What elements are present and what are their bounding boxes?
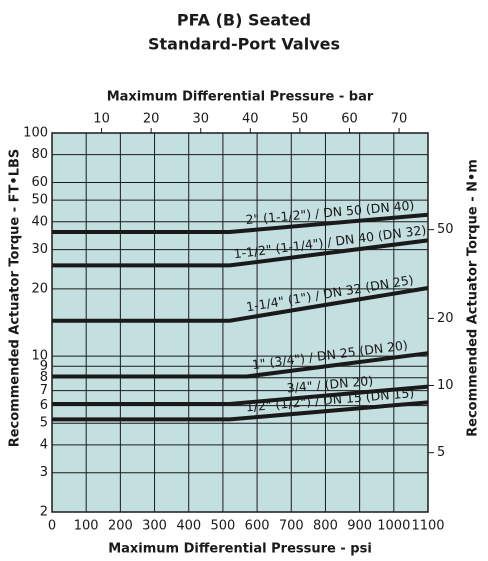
series-line [52, 384, 429, 406]
x-tick-label: 200 [108, 519, 133, 534]
x2-tick-label: 60 [341, 112, 358, 127]
y-axis-title: Recommended Actuator Torque - FT•LBS [8, 149, 23, 448]
x-tick-label: 1000 [377, 519, 410, 534]
x2-tick-label: 10 [93, 112, 110, 127]
y-tick-label: 7 [40, 383, 48, 398]
x-tick-label: 500 [210, 519, 235, 534]
y-tick-label: 40 [31, 214, 48, 229]
x2-tick-label: 30 [192, 112, 209, 127]
series-line [52, 351, 429, 379]
y-tick-label: 2 [40, 505, 48, 520]
y-tick-label: 9 [40, 359, 48, 374]
y-tick-label: 3 [40, 465, 48, 480]
x-tick-label: 100 [74, 519, 99, 534]
x-tick-label: 900 [347, 519, 372, 534]
x2-tick-label: 40 [242, 112, 259, 127]
x-tick-label: 1100 [411, 519, 444, 534]
y-tick-label: 6 [40, 398, 48, 413]
x-tick-label: 800 [313, 519, 338, 534]
series-line [52, 238, 429, 268]
x2-tick-label: 50 [292, 112, 309, 127]
y-tick-label: 50 [31, 193, 48, 208]
x2-tick-label: 70 [391, 112, 408, 127]
x-tick-label: 600 [245, 519, 270, 534]
x2-tick-label: 20 [143, 112, 160, 127]
x-tick-label: 700 [279, 519, 304, 534]
y2-axis-title: Recommended Actuator Torque - N•m [466, 159, 481, 437]
y-tick-label: 100 [23, 126, 48, 141]
y2-tick-label: 5 [437, 445, 445, 460]
series-line [52, 286, 429, 323]
chart-subtitle: Standard-Port Valves [148, 35, 340, 54]
y2-tick-label: 10 [437, 378, 454, 393]
y-tick-label: 8 [40, 370, 48, 385]
y2-tick-label: 20 [437, 311, 454, 326]
x2-axis-title: Maximum Differential Pressure - bar [107, 90, 374, 105]
chart-title: PFA (B) Seated [177, 11, 311, 30]
x-axis-title: Maximum Differential Pressure - psi [108, 542, 372, 557]
y2-tick-label: 50 [437, 222, 454, 237]
x-tick-label: 300 [142, 519, 167, 534]
y-tick-label: 5 [40, 416, 48, 431]
series-line [52, 212, 429, 234]
y-tick-label: 10 [31, 349, 48, 364]
y-tick-label: 80 [31, 147, 48, 162]
x-tick-label: 400 [176, 519, 201, 534]
x-tick-label: 0 [48, 519, 56, 534]
series-line [52, 400, 429, 422]
y-tick-label: 30 [31, 242, 48, 257]
y-tick-label: 4 [40, 437, 48, 452]
y-tick-label: 60 [31, 175, 48, 190]
y-tick-label: 20 [31, 281, 48, 296]
